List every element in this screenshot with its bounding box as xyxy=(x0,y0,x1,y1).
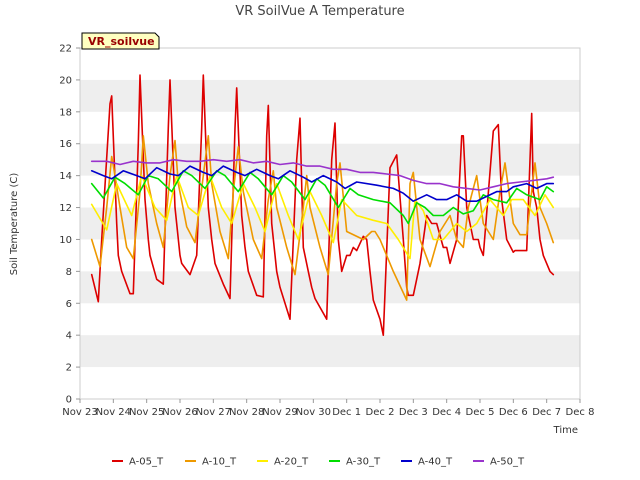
legend-item: A-40_T xyxy=(401,457,453,468)
x-tick-label: Nov 29 xyxy=(262,407,297,418)
x-tick-label: Dec 5 xyxy=(466,407,495,418)
y-tick-label: 8 xyxy=(66,267,72,278)
x-tick-label: Dec 6 xyxy=(499,407,528,418)
y-tick-label: 20 xyxy=(59,75,72,86)
chart-title: VR SoilVue A Temperature xyxy=(235,4,404,19)
y-tick-label: 12 xyxy=(59,203,72,214)
legend-label: A-30_T xyxy=(346,457,381,468)
legend: A-05_T A-10_T A-20_T A-30_T A-40_T A-50_T xyxy=(112,457,525,468)
x-tick-label: Dec 3 xyxy=(399,407,428,418)
x-tick-label: Nov 26 xyxy=(162,407,197,418)
series-line-a-30-t xyxy=(90,170,555,225)
x-tick-label: Nov 30 xyxy=(296,407,331,418)
x-tick-label: Dec 1 xyxy=(332,407,361,418)
grid-band xyxy=(80,335,580,368)
y-axis-ticks: 0 2 4 6 8 10 12 14 16 18 20 22 xyxy=(59,44,80,406)
y-tick-label: 16 xyxy=(59,139,72,150)
station-label: VR_soilvue xyxy=(81,32,160,50)
x-tick-label: Dec 8 xyxy=(566,407,595,418)
series-line-a-20-t xyxy=(90,174,555,260)
x-tick-label: Nov 23 xyxy=(62,407,97,418)
grid-band xyxy=(80,143,580,176)
y-tick-label: 22 xyxy=(59,44,72,55)
y-tick-label: 2 xyxy=(66,363,72,374)
y-tick-label: 0 xyxy=(66,395,72,406)
plot-frame xyxy=(79,47,581,400)
grid-band xyxy=(80,79,580,112)
legend-item: A-05_T xyxy=(112,457,164,468)
legend-label: A-40_T xyxy=(418,457,453,468)
x-tick-label: Nov 24 xyxy=(96,407,131,418)
x-tick-label: Dec 2 xyxy=(366,407,395,418)
series-lines xyxy=(90,74,555,337)
x-tick-label: Nov 25 xyxy=(129,407,164,418)
legend-item: A-10_T xyxy=(185,457,237,468)
series-line-a-40-t xyxy=(90,165,555,202)
y-axis-label: Soil Temperature (C) xyxy=(9,173,20,276)
x-tick-label: Nov 28 xyxy=(229,407,264,418)
legend-label: A-05_T xyxy=(129,457,164,468)
series-line-a-10-t xyxy=(90,135,555,301)
legend-item: A-20_T xyxy=(257,457,309,468)
x-tick-label: Nov 27 xyxy=(196,407,231,418)
y-tick-label: 18 xyxy=(59,107,72,118)
series-line-a-50-t xyxy=(90,158,555,191)
legend-item: A-30_T xyxy=(329,457,381,468)
y-tick-label: 14 xyxy=(59,171,72,182)
x-tick-label: Dec 4 xyxy=(432,407,461,418)
y-tick-label: 6 xyxy=(66,299,72,310)
x-axis-label: Time xyxy=(553,425,578,436)
x-tick-label: Dec 7 xyxy=(532,407,561,418)
series-line-a-05-t xyxy=(90,74,555,337)
legend-label: A-10_T xyxy=(202,457,237,468)
station-label-text: VR_soilvue xyxy=(88,35,155,48)
legend-item: A-50_T xyxy=(473,457,525,468)
legend-label: A-20_T xyxy=(274,457,309,468)
station-label-box xyxy=(81,32,160,50)
legend-label: A-50_T xyxy=(490,457,525,468)
y-tick-label: 10 xyxy=(59,235,72,246)
y-tick-label: 4 xyxy=(66,331,72,342)
